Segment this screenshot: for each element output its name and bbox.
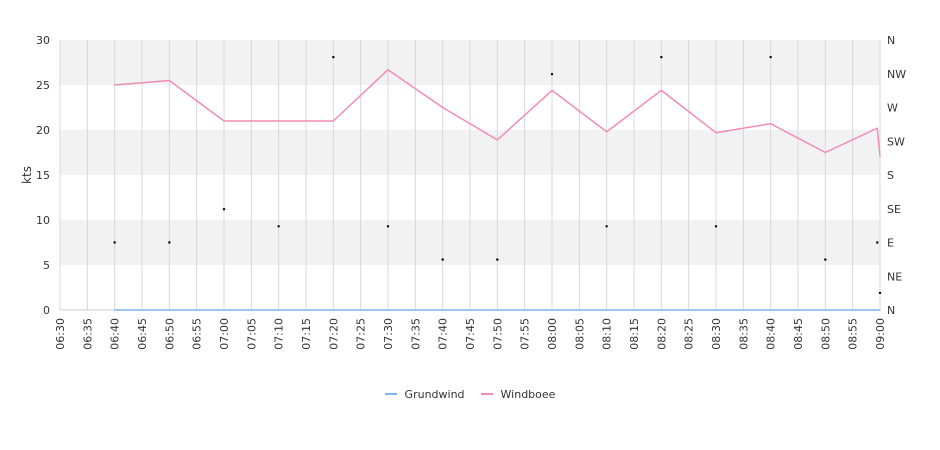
y-axis-ticks: 0 5 10 15 20 25 30 — [36, 34, 50, 317]
direction-tick-label: NE — [887, 270, 902, 283]
direction-axis-ticks: N NE E SE S SW W NW N — [887, 34, 906, 317]
series-layer — [113, 55, 882, 311]
direction-tick-label: E — [887, 237, 894, 250]
x-tick-label: 07:25 — [355, 318, 368, 350]
x-tick-label: 08:00 — [546, 318, 559, 350]
direction-tick-label: NW — [887, 68, 906, 81]
direction-point — [660, 55, 663, 59]
x-tick-label: 06:40 — [109, 318, 122, 350]
x-tick-label: 08:45 — [792, 318, 805, 350]
direction-tick-label: SE — [887, 203, 901, 216]
x-tick-label: 06:30 — [54, 318, 67, 350]
legend-swatch-windboee — [480, 393, 493, 395]
x-tick-label: 07:00 — [218, 318, 231, 350]
y-tick-label: 0 — [43, 304, 50, 317]
direction-point — [550, 73, 554, 76]
y-tick-label: 20 — [36, 124, 50, 137]
y-tick-label: 30 — [36, 34, 50, 47]
direction-point — [168, 241, 171, 244]
x-tick-label: 06:45 — [136, 318, 149, 350]
x-tick-label: 08:05 — [573, 318, 586, 350]
x-tick-label: 07:45 — [464, 318, 477, 350]
direction-point — [876, 241, 879, 244]
direction-point — [714, 225, 718, 228]
x-tick-label: 08:15 — [628, 318, 641, 350]
direction-point — [496, 258, 499, 261]
x-tick-label: 06:35 — [81, 318, 94, 350]
direction-point — [441, 258, 444, 261]
x-tick-label: 08:50 — [819, 318, 832, 350]
x-tick-label: 07:55 — [519, 318, 532, 350]
x-tick-label: 08:10 — [601, 318, 614, 350]
x-tick-label: 07:20 — [327, 318, 340, 350]
direction-tick-label: W — [887, 102, 898, 115]
x-axis-ticks: 06:30 06:35 06:40 06:45 06:50 06:55 07:00 07:05… — [54, 318, 887, 350]
x-tick-label: 07:10 — [273, 318, 286, 350]
x-tick-label: 08:30 — [710, 318, 723, 350]
y-tick-label: 5 — [43, 259, 50, 272]
x-tick-label: 06:55 — [191, 318, 204, 350]
x-tick-label: 08:35 — [737, 318, 750, 350]
y-axis-title: kts — [20, 166, 34, 184]
legend-label-windboee: Windboee — [500, 387, 556, 401]
direction-tick-label: N — [887, 34, 895, 47]
direction-point — [222, 208, 226, 211]
direction-point — [386, 225, 390, 228]
x-tick-label: 07:05 — [245, 318, 258, 350]
x-tick-label: 07:35 — [409, 318, 422, 350]
x-tick-label: 07:40 — [437, 318, 450, 350]
direction-point — [824, 258, 827, 261]
x-tick-label: 09:00 — [874, 318, 887, 350]
direction-tick-label: N — [887, 304, 895, 317]
x-tick-label: 08:25 — [683, 318, 696, 350]
direction-point — [277, 225, 280, 228]
x-tick-label: 06:50 — [163, 318, 176, 350]
direction-tick-label: SW — [887, 135, 905, 148]
y-tick-label: 15 — [36, 169, 50, 182]
x-tick-label: 07:15 — [300, 318, 313, 350]
x-tick-label: 08:20 — [655, 318, 668, 350]
x-tick-label: 08:55 — [847, 318, 860, 350]
direction-point — [332, 55, 335, 59]
legend-label-grundwind: Grundwind — [404, 387, 465, 401]
direction-point — [769, 55, 772, 59]
direction-tick-label: S — [887, 169, 894, 182]
legend-item-grundwind[interactable]: Grundwind — [384, 385, 465, 403]
direction-point — [605, 225, 608, 228]
direction-point — [113, 241, 116, 244]
y-tick-label: 25 — [36, 79, 50, 92]
legend-swatch-grundwind — [384, 393, 397, 395]
x-tick-label: 08:40 — [765, 318, 778, 350]
legend: Grundwind Windboee — [0, 385, 940, 403]
direction-point — [878, 291, 882, 295]
series-line-windboee — [113, 68, 881, 157]
x-tick-label: 07:50 — [491, 318, 504, 350]
y-tick-label: 10 — [36, 214, 50, 227]
x-tick-label: 07:30 — [382, 318, 395, 350]
legend-item-windboee[interactable]: Windboee — [480, 385, 556, 403]
